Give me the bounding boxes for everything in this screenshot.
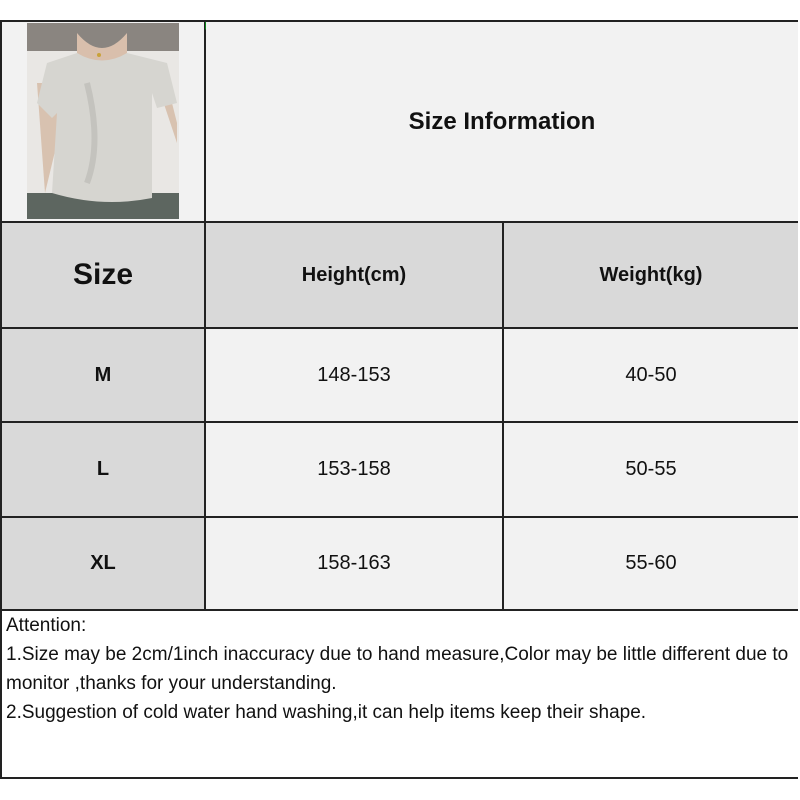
note-line: 1.Size may be 2cm/1inch inaccuracy due t… — [6, 644, 794, 694]
height-cell: 148-153 — [206, 329, 504, 423]
page-title: Size Information — [206, 22, 798, 223]
weight-cell: 40-50 — [504, 329, 798, 423]
header-size: Size — [2, 223, 206, 329]
weight-cell: 55-60 — [504, 518, 798, 611]
size-cell: M — [2, 329, 206, 423]
notes-heading: Attention: — [6, 615, 87, 636]
weight-cell: 50-55 — [504, 423, 798, 518]
size-cell: XL — [2, 518, 206, 611]
height-cell: 153-158 — [206, 423, 504, 518]
header-weight: Weight(kg) — [504, 223, 798, 329]
size-chart: Size Information Size Height(cm) Weight(… — [0, 20, 798, 779]
product-photo-cell — [2, 22, 206, 223]
attention-notes: Attention: 1.Size may be 2cm/1inch inacc… — [2, 611, 798, 777]
note-line: 2.Suggestion of cold water hand washing,… — [6, 702, 647, 723]
product-photo — [27, 23, 179, 219]
header-height: Height(cm) — [206, 223, 504, 329]
height-cell: 158-163 — [206, 518, 504, 611]
size-cell: L — [2, 423, 206, 518]
